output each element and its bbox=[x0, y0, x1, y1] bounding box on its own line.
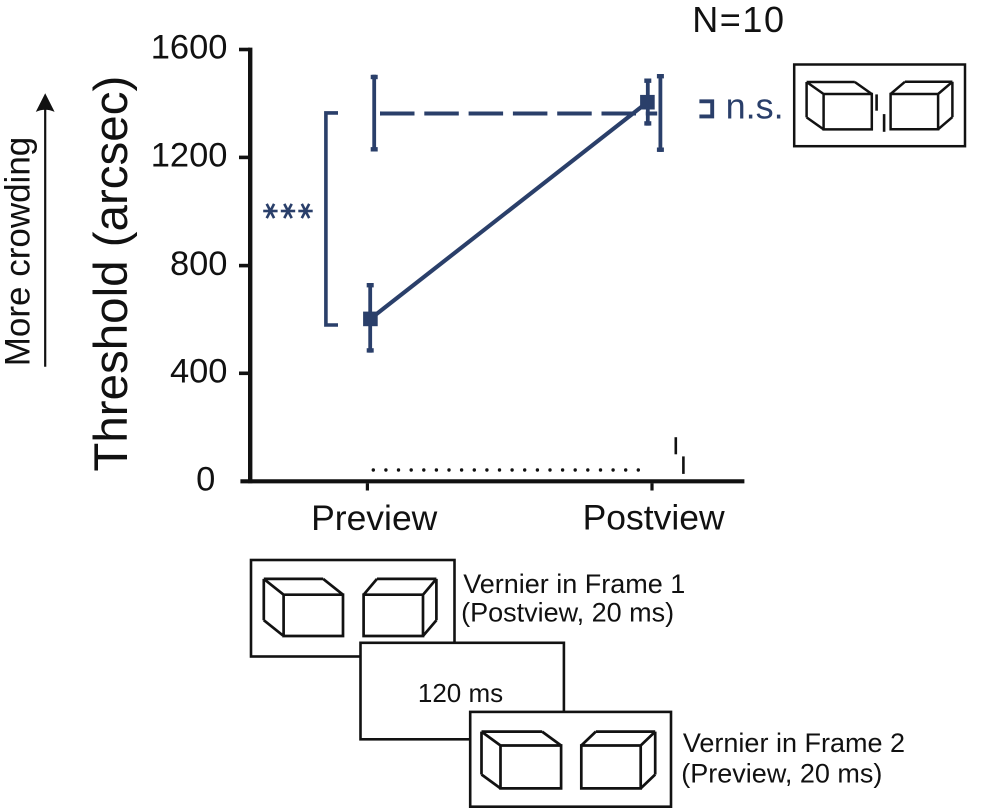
svg-text:120 ms: 120 ms bbox=[418, 678, 503, 708]
svg-text:Threshold (arcsec): Threshold (arcsec) bbox=[85, 76, 138, 472]
svg-text:0: 0 bbox=[196, 461, 215, 499]
svg-text:Vernier in Frame 2: Vernier in Frame 2 bbox=[683, 728, 905, 758]
svg-text:(Preview, 20 ms): (Preview, 20 ms) bbox=[681, 759, 882, 789]
svg-text:Vernier in Frame 1: Vernier in Frame 1 bbox=[463, 569, 685, 599]
svg-text:1600: 1600 bbox=[151, 28, 228, 66]
svg-text:(Postview, 20 ms): (Postview, 20 ms) bbox=[461, 598, 674, 628]
svg-text:1200: 1200 bbox=[151, 137, 228, 175]
svg-text:Preview: Preview bbox=[311, 498, 438, 538]
svg-text:400: 400 bbox=[170, 353, 228, 391]
svg-text:n.s.: n.s. bbox=[726, 85, 784, 126]
svg-text:N=10: N=10 bbox=[692, 0, 785, 40]
svg-text:Postview: Postview bbox=[583, 498, 725, 538]
svg-text:800: 800 bbox=[170, 245, 228, 283]
svg-text:More crowding: More crowding bbox=[0, 137, 38, 367]
